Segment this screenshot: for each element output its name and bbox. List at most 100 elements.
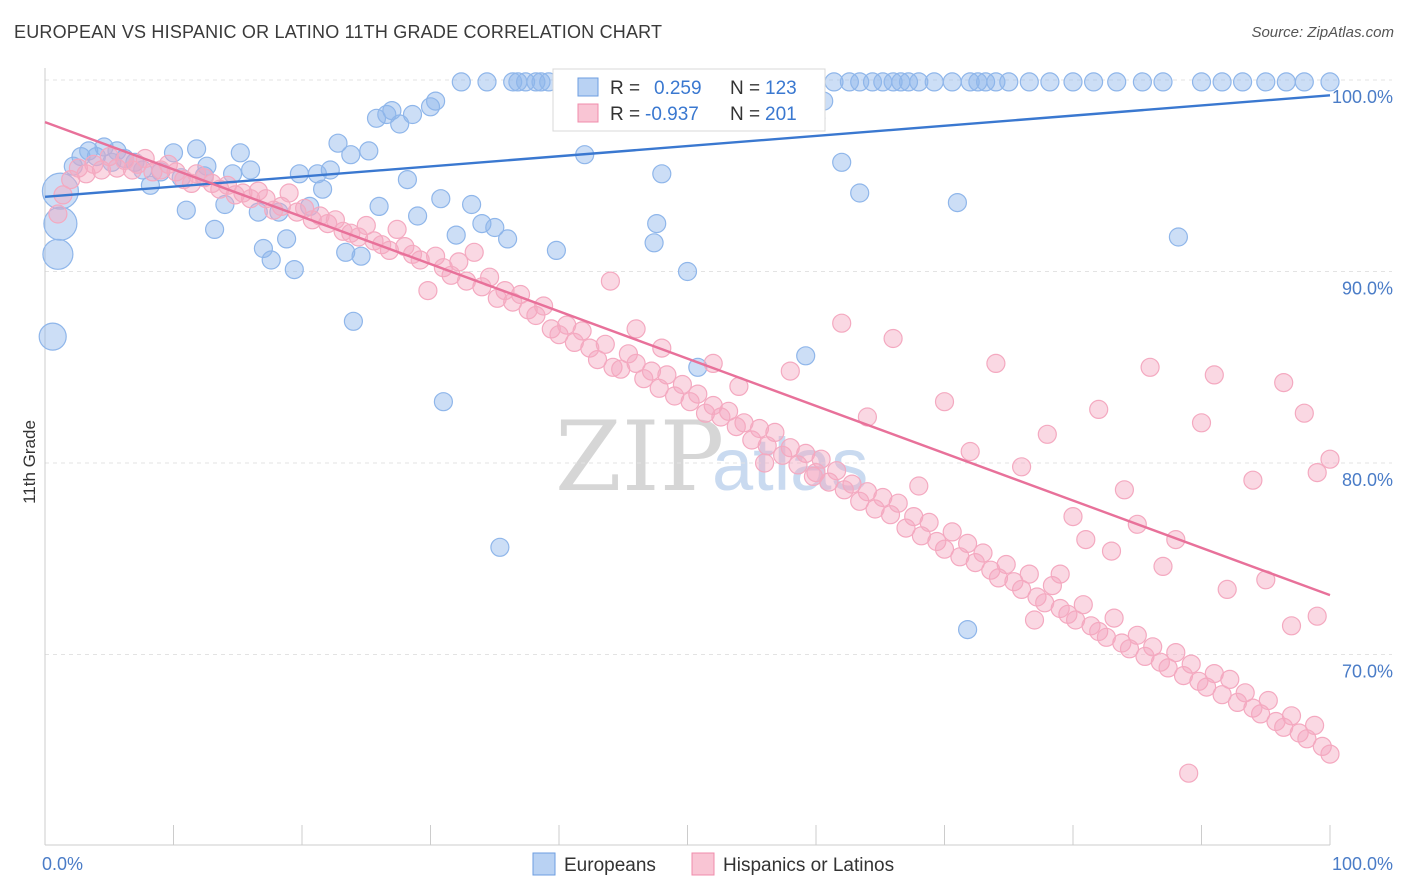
point-0-44 xyxy=(366,108,387,128)
point-1-195 xyxy=(1114,480,1135,500)
point-1-8 xyxy=(107,158,127,178)
point-0-128 xyxy=(1212,72,1232,92)
point-1-155 xyxy=(1235,683,1255,703)
legend-label-hispanics[interactable]: Hispanics or Latinos xyxy=(723,855,894,876)
legend-swatch-hispanics[interactable] xyxy=(691,852,715,876)
legend-stats-swatch-europeans xyxy=(577,77,599,97)
legend-r-value-hispanics: -0.937 xyxy=(645,104,699,125)
point-1-165 xyxy=(1312,736,1332,757)
point-0-137 xyxy=(850,183,870,203)
point-0-60 xyxy=(477,72,497,92)
point-0-126 xyxy=(1168,227,1189,247)
point-1-172 xyxy=(1089,399,1109,419)
point-1-85 xyxy=(695,403,716,423)
point-1-193 xyxy=(1011,457,1032,477)
point-0-2 xyxy=(42,238,74,270)
legend-n-label-hispanics: N = xyxy=(730,104,760,125)
point-0-53 xyxy=(426,91,446,111)
point-0-119 xyxy=(1019,72,1039,92)
series-1 xyxy=(48,147,1340,783)
y-tick-label-3: 70.0% xyxy=(1342,662,1393,682)
point-1-49 xyxy=(418,281,438,301)
point-1-205 xyxy=(1101,541,1122,561)
point-0-54 xyxy=(431,189,451,209)
legend-swatch-europeans[interactable] xyxy=(532,852,556,876)
point-1-69 xyxy=(572,321,592,341)
point-1-97 xyxy=(788,455,808,475)
point-0-16 xyxy=(163,143,184,163)
point-0-51 xyxy=(408,206,428,226)
point-0-118 xyxy=(999,72,1019,92)
point-0-49 xyxy=(397,170,417,190)
point-1-120 xyxy=(965,552,985,573)
point-1-66 xyxy=(549,325,569,345)
point-1-146 xyxy=(1166,642,1186,663)
point-1-127 xyxy=(1019,564,1039,584)
point-1-124 xyxy=(996,554,1016,575)
point-0-21 xyxy=(197,156,217,176)
point-0-42 xyxy=(351,246,371,266)
point-1-121 xyxy=(973,543,993,563)
point-0-129 xyxy=(1232,72,1253,92)
series-0 xyxy=(38,72,1340,640)
point-0-52 xyxy=(420,97,441,117)
point-0-33 xyxy=(289,164,309,184)
point-1-131 xyxy=(1050,598,1070,619)
point-0-111 xyxy=(909,72,929,92)
legend-r-value-europeans: 0.259 xyxy=(654,78,702,99)
point-1-55 xyxy=(464,242,484,262)
point-1-188 xyxy=(780,361,800,381)
point-1-119 xyxy=(957,533,978,554)
point-1-82 xyxy=(672,374,693,395)
point-0-138 xyxy=(947,193,968,213)
point-1-189 xyxy=(806,463,826,483)
source-label: Source: ZipAtlas.com xyxy=(1251,24,1394,41)
point-1-187 xyxy=(754,453,775,473)
point-1-152 xyxy=(1212,685,1232,705)
axes xyxy=(44,68,1331,846)
point-1-203 xyxy=(1076,529,1096,550)
point-1-174 xyxy=(1191,413,1212,433)
point-1-84 xyxy=(688,384,708,404)
point-1-76 xyxy=(626,353,646,373)
point-0-133 xyxy=(1320,72,1340,92)
point-0-56 xyxy=(446,225,466,245)
point-0-127 xyxy=(1191,72,1212,92)
point-1-178 xyxy=(1274,373,1294,393)
point-0-114 xyxy=(960,72,980,92)
point-1-70 xyxy=(580,338,600,358)
point-1-110 xyxy=(888,493,908,513)
y-tick-label-2: 80.0% xyxy=(1342,470,1393,490)
point-1-170 xyxy=(986,353,1006,373)
legend-label-europeans[interactable]: Europeans xyxy=(564,855,656,876)
point-0-124 xyxy=(1132,72,1153,92)
point-0-130 xyxy=(1256,72,1276,92)
trend-line-1 xyxy=(44,121,1331,597)
point-1-148 xyxy=(1181,654,1201,674)
point-1-128 xyxy=(1027,587,1047,607)
point-1-192 xyxy=(960,441,980,462)
point-1-153 xyxy=(1220,669,1240,690)
point-1-44 xyxy=(379,240,399,260)
point-0-108 xyxy=(883,72,903,92)
legend-r-label-hispanics: R = xyxy=(610,104,640,125)
point-1-83 xyxy=(680,392,700,412)
point-0-61 xyxy=(485,217,505,238)
legend-n-value-europeans: 123 xyxy=(765,78,797,99)
point-0-38 xyxy=(328,133,348,153)
point-0-32 xyxy=(284,260,304,280)
point-0-43 xyxy=(359,141,379,161)
point-1-92 xyxy=(749,418,770,439)
point-1-41 xyxy=(356,215,376,236)
trend-line-0 xyxy=(44,94,1331,199)
point-0-62 xyxy=(490,537,510,557)
point-1-204 xyxy=(1050,564,1070,584)
point-0-125 xyxy=(1153,72,1173,92)
trend-layer xyxy=(44,94,1331,597)
y-tick-label-1: 90.0% xyxy=(1342,279,1393,299)
point-0-45 xyxy=(369,196,389,216)
point-1-197 xyxy=(1217,579,1237,600)
point-1-102 xyxy=(826,461,847,481)
point-0-19 xyxy=(187,139,207,159)
x-tick-labels: 0.0% 100.0% xyxy=(42,854,1393,874)
